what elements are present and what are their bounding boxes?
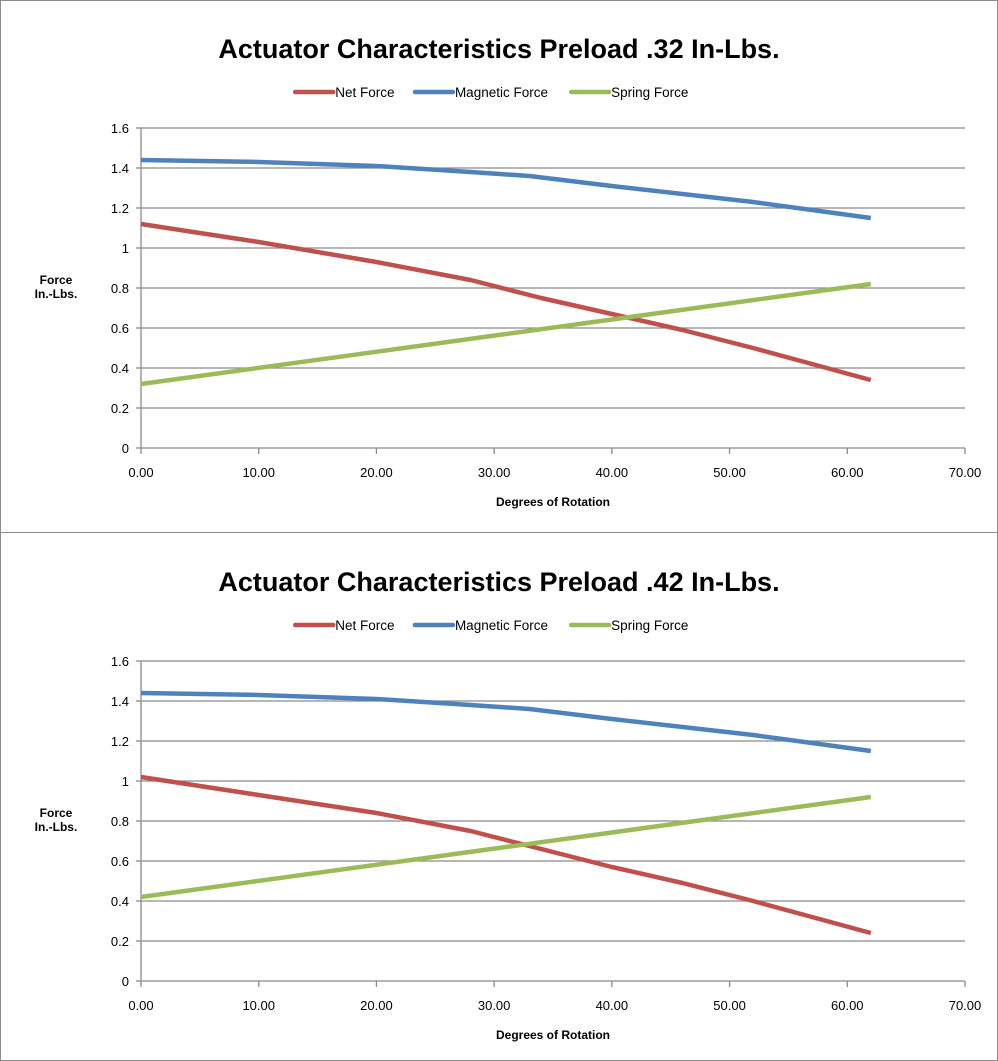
y-tick-label: 0.4: [111, 894, 129, 909]
y-tick-label: 1: [122, 241, 129, 256]
y-tick-label: 1.2: [111, 734, 129, 749]
chart-preload-42: Actuator Characteristics Preload .42 In-…: [35, 567, 982, 1042]
y-axis-title-line-2: In.-Lbs.: [35, 820, 78, 834]
series-line-net-force: [140, 221, 872, 383]
y-tick-label: 0.6: [111, 854, 129, 869]
series-line-spring-force: [140, 794, 872, 900]
y-axis-title-line-2: In.-Lbs.: [35, 287, 78, 301]
x-tick-label: 20.00: [360, 465, 393, 480]
y-tick-label: 1.6: [111, 654, 129, 669]
x-tick-label: 60.00: [831, 998, 864, 1013]
y-tick-label: 1.4: [111, 161, 129, 176]
legend-label: Magnetic Force: [455, 85, 548, 100]
chart-title: Actuator Characteristics Preload .32 In-…: [218, 34, 779, 64]
x-tick-label: 70.00: [949, 465, 982, 480]
x-tick-label: 10.00: [242, 465, 275, 480]
series-line-net-force: [140, 774, 872, 936]
y-tick-label: 0: [122, 974, 129, 989]
y-axis-title-line-1: Force: [40, 273, 73, 287]
y-tick-label: 0.4: [111, 361, 129, 376]
chart-divider: [0, 532, 998, 533]
x-tick-label: 20.00: [360, 998, 393, 1013]
series-line-spring-force: [140, 281, 872, 387]
x-axis-title: Degrees of Rotation: [496, 1028, 610, 1042]
chart-title: Actuator Characteristics Preload .42 In-…: [218, 567, 779, 597]
y-tick-label: 0.8: [111, 814, 129, 829]
x-tick-label: 0.00: [128, 998, 153, 1013]
y-tick-label: 0: [122, 441, 129, 456]
y-axis-title-line-1: Force: [40, 806, 73, 820]
y-tick-label: 0.2: [111, 934, 129, 949]
legend-label: Net Force: [335, 618, 394, 633]
y-tick-label: 0.6: [111, 321, 129, 336]
x-tick-label: 50.00: [713, 998, 746, 1013]
x-tick-label: 70.00: [949, 998, 982, 1013]
x-tick-label: 30.00: [478, 998, 511, 1013]
x-tick-label: 30.00: [478, 465, 511, 480]
x-tick-label: 40.00: [596, 465, 629, 480]
x-tick-label: 60.00: [831, 465, 864, 480]
y-tick-label: 1.2: [111, 201, 129, 216]
legend-label: Spring Force: [611, 85, 688, 100]
y-tick-label: 0.8: [111, 281, 129, 296]
y-tick-label: 0.2: [111, 401, 129, 416]
y-tick-label: 1.6: [111, 121, 129, 136]
x-axis-title: Degrees of Rotation: [496, 495, 610, 509]
series-line-magnetic-force: [140, 690, 872, 754]
x-tick-label: 40.00: [596, 998, 629, 1013]
x-tick-label: 0.00: [128, 465, 153, 480]
legend-label: Spring Force: [611, 618, 688, 633]
legend-label: Magnetic Force: [455, 618, 548, 633]
y-tick-label: 1.4: [111, 694, 129, 709]
x-tick-label: 50.00: [713, 465, 746, 480]
series-line-magnetic-force: [140, 157, 872, 221]
x-tick-label: 10.00: [242, 998, 275, 1013]
y-tick-label: 1: [122, 774, 129, 789]
chart-preload-32: Actuator Characteristics Preload .32 In-…: [35, 34, 982, 509]
legend-label: Net Force: [335, 85, 394, 100]
